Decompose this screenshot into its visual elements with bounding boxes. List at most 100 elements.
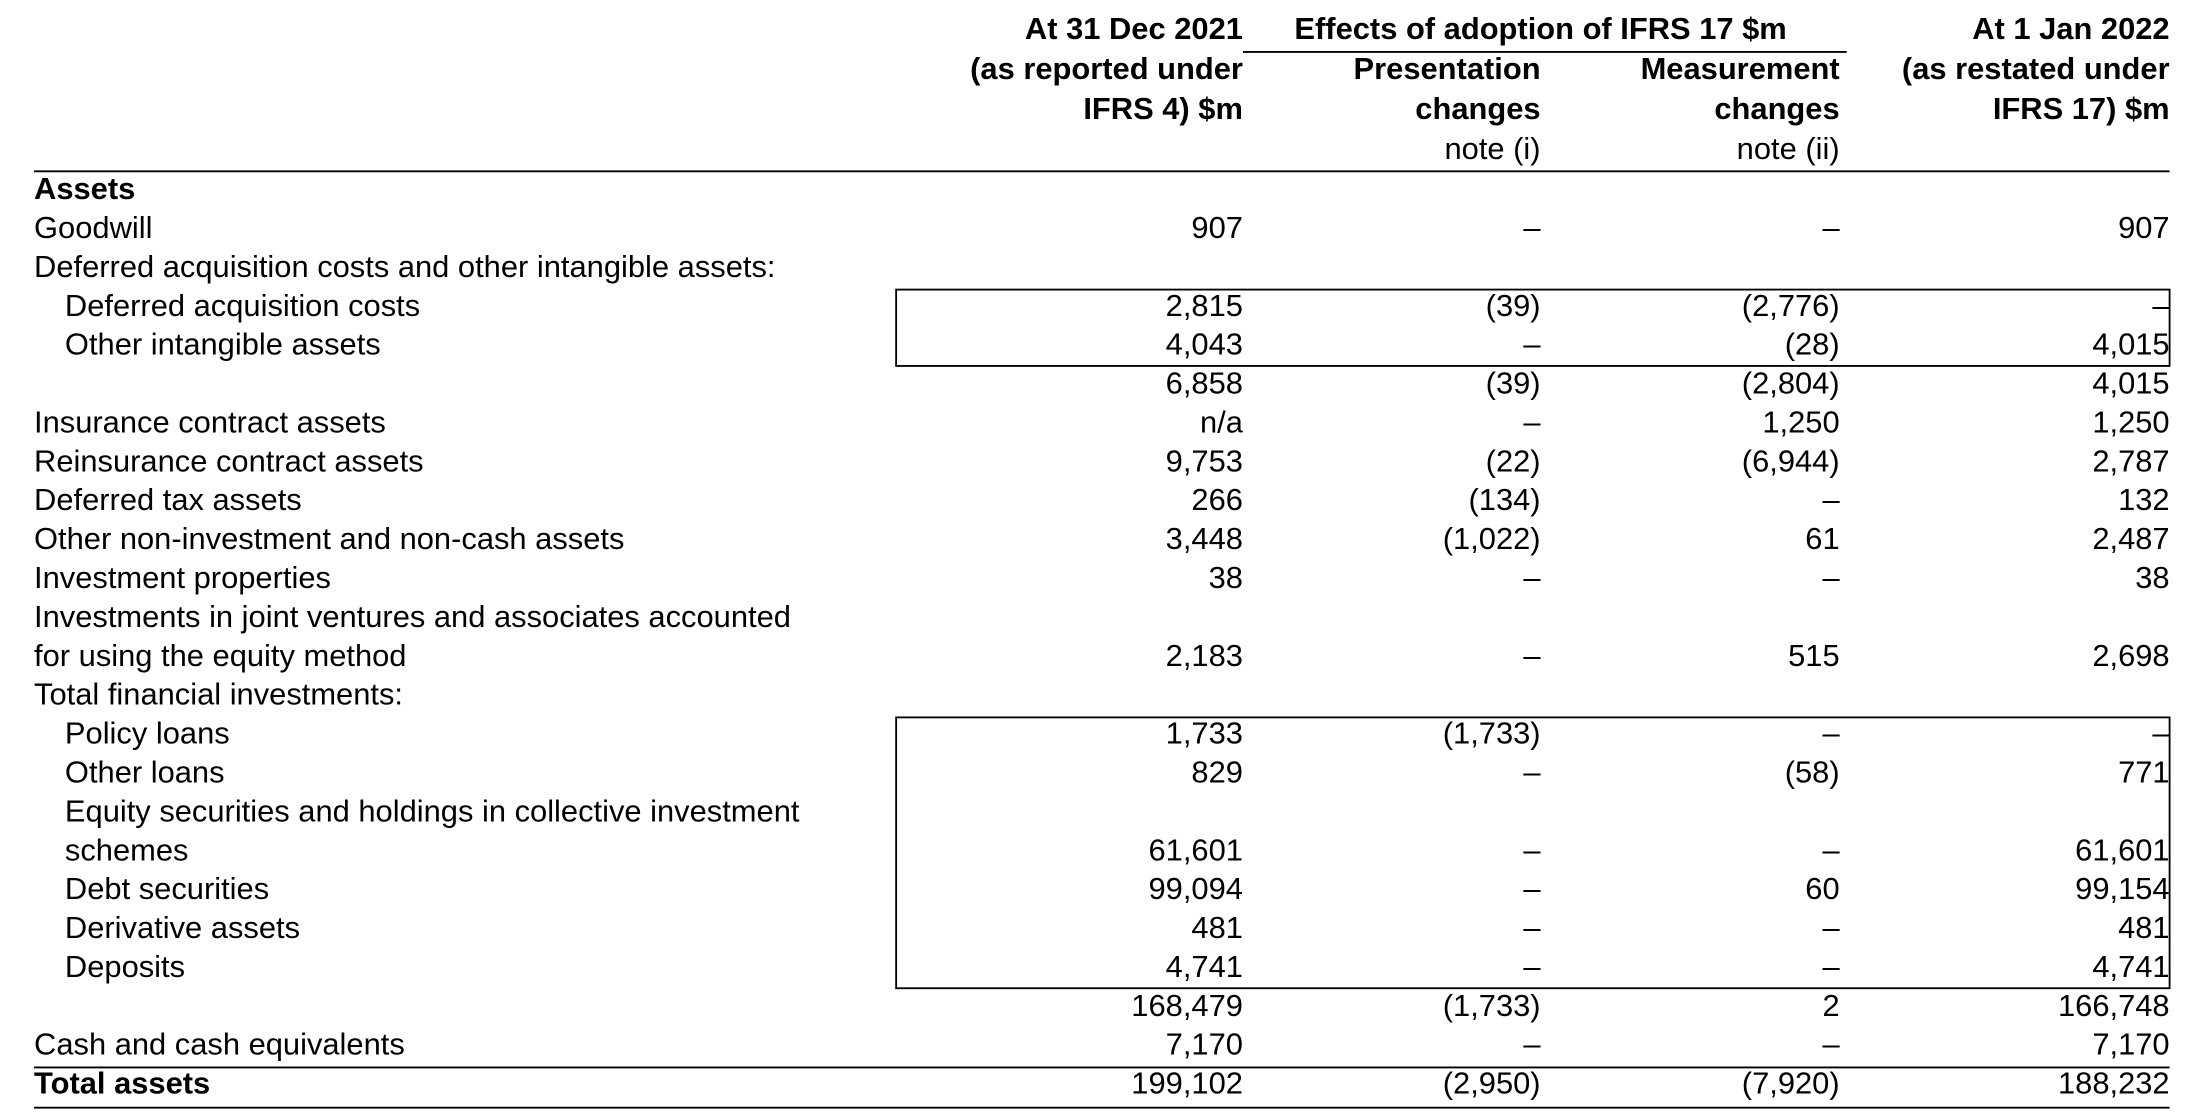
- row-label: Assets: [34, 171, 135, 206]
- cell-value: 2,815: [1166, 288, 1243, 323]
- cell-value: 481: [2118, 910, 2170, 945]
- row-label: Investments in joint ventures and associ…: [34, 599, 791, 634]
- cell-value: –: [2152, 716, 2170, 751]
- cell-value: (1,733): [1443, 988, 1541, 1023]
- cell-value: –: [1523, 210, 1541, 245]
- cell-value: 3,448: [1166, 521, 1243, 556]
- cell-value: 515: [1788, 638, 1840, 673]
- cell-value: 4,043: [1166, 327, 1243, 362]
- cell-value: 9,753: [1166, 443, 1243, 478]
- cell-value: (22): [1486, 443, 1541, 478]
- header-text: changes: [1714, 91, 1839, 126]
- cell-value: –: [1523, 404, 1541, 439]
- row-label: Derivative assets: [65, 910, 300, 945]
- cell-value: 99,094: [1148, 871, 1242, 906]
- row-label: schemes: [65, 832, 189, 867]
- row-label: Other loans: [65, 754, 225, 789]
- header-text: IFRS 17) $m: [1993, 91, 2170, 126]
- row-label: Deferred acquisition costs: [65, 288, 420, 323]
- cell-value: (39): [1486, 366, 1541, 401]
- cell-value: (6,944): [1742, 443, 1840, 478]
- cell-value: 166,748: [2058, 988, 2170, 1023]
- cell-value: (1,022): [1443, 521, 1541, 556]
- cell-value: –: [1822, 210, 1840, 245]
- row-label: Other non-investment and non-cash assets: [34, 521, 624, 556]
- header-text: (as reported under: [970, 51, 1243, 86]
- row-label: Deferred tax assets: [34, 482, 302, 517]
- cell-value: –: [1822, 482, 1840, 517]
- cell-value: 4,741: [2092, 949, 2169, 984]
- cell-value: 199,102: [1131, 1066, 1243, 1101]
- row-label: Total financial investments:: [34, 677, 403, 712]
- row-label: Reinsurance contract assets: [34, 443, 424, 478]
- box: [895, 716, 2171, 990]
- row-label: Insurance contract assets: [34, 404, 386, 439]
- cell-value: –: [1523, 638, 1541, 673]
- cell-value: 1,250: [1762, 404, 1839, 439]
- cell-value: 7,170: [2092, 1027, 2169, 1062]
- cell-value: –: [1523, 560, 1541, 595]
- row-label: Goodwill: [34, 210, 152, 245]
- cell-value: –: [1523, 910, 1541, 945]
- cell-value: –: [1822, 1027, 1840, 1062]
- header-text: note (i): [1444, 131, 1540, 166]
- row-label: Total assets: [34, 1066, 210, 1101]
- row-label: Other intangible assets: [65, 327, 381, 362]
- header-text: note (ii): [1737, 131, 1840, 166]
- cell-value: –: [1523, 871, 1541, 906]
- cell-value: –: [1523, 832, 1541, 867]
- cell-value: 99,154: [2075, 871, 2169, 906]
- cell-value: 2,698: [2092, 638, 2169, 673]
- header-text: Presentation: [1354, 51, 1541, 86]
- cell-value: (1,733): [1443, 716, 1541, 751]
- cell-value: 829: [1191, 754, 1243, 789]
- cell-value: 266: [1191, 482, 1243, 517]
- cell-value: 2,183: [1166, 638, 1243, 673]
- cell-value: 907: [2118, 210, 2170, 245]
- cell-value: 4,741: [1166, 949, 1243, 984]
- header-text: IFRS 4) $m: [1083, 91, 1243, 126]
- cell-value: 7,170: [1166, 1027, 1243, 1062]
- row-label: Deferred acquisition costs and other int…: [34, 249, 775, 284]
- cell-value: (28): [1785, 327, 1840, 362]
- cell-value: (39): [1486, 288, 1541, 323]
- cell-value: n/a: [1200, 404, 1244, 439]
- cell-value: –: [2152, 288, 2170, 323]
- header-text: Measurement: [1641, 51, 1840, 86]
- cell-value: (58): [1785, 754, 1840, 789]
- row-label: Investment properties: [34, 560, 331, 595]
- cell-value: 61: [1805, 521, 1839, 556]
- header-text: (as restated under: [1902, 51, 2170, 86]
- cell-value: 2,487: [2092, 521, 2169, 556]
- cell-value: –: [1822, 716, 1840, 751]
- cell-value: –: [1523, 327, 1541, 362]
- header-text: At 31 Dec 2021: [1025, 11, 1243, 46]
- cell-value: 907: [1191, 210, 1243, 245]
- cell-value: 61,601: [2075, 832, 2169, 867]
- cell-value: 132: [2118, 482, 2170, 517]
- cell-value: 1,733: [1166, 716, 1243, 751]
- cell-value: 1,250: [2092, 404, 2169, 439]
- cell-value: 188,232: [2058, 1066, 2170, 1101]
- cell-value: –: [1523, 1027, 1541, 1062]
- cell-value: (2,776): [1742, 288, 1840, 323]
- cell-value: –: [1822, 560, 1840, 595]
- cell-value: 60: [1805, 871, 1839, 906]
- row-label: Cash and cash equivalents: [34, 1027, 405, 1062]
- cell-value: 771: [2118, 754, 2170, 789]
- cell-value: 61,601: [1148, 832, 1242, 867]
- cell-value: 2: [1822, 988, 1839, 1023]
- row-label: Deposits: [65, 949, 185, 984]
- cell-value: 38: [1209, 560, 1243, 595]
- cell-value: 168,479: [1131, 988, 1243, 1023]
- cell-value: 4,015: [2092, 366, 2169, 401]
- box: [895, 288, 2171, 367]
- cell-value: 38: [2135, 560, 2169, 595]
- cell-value: (2,804): [1742, 366, 1840, 401]
- cell-value: 481: [1191, 910, 1243, 945]
- cell-value: –: [1822, 832, 1840, 867]
- row-label: Debt securities: [65, 871, 269, 906]
- header-text: At 1 Jan 2022: [1972, 11, 2169, 46]
- cell-value: –: [1822, 910, 1840, 945]
